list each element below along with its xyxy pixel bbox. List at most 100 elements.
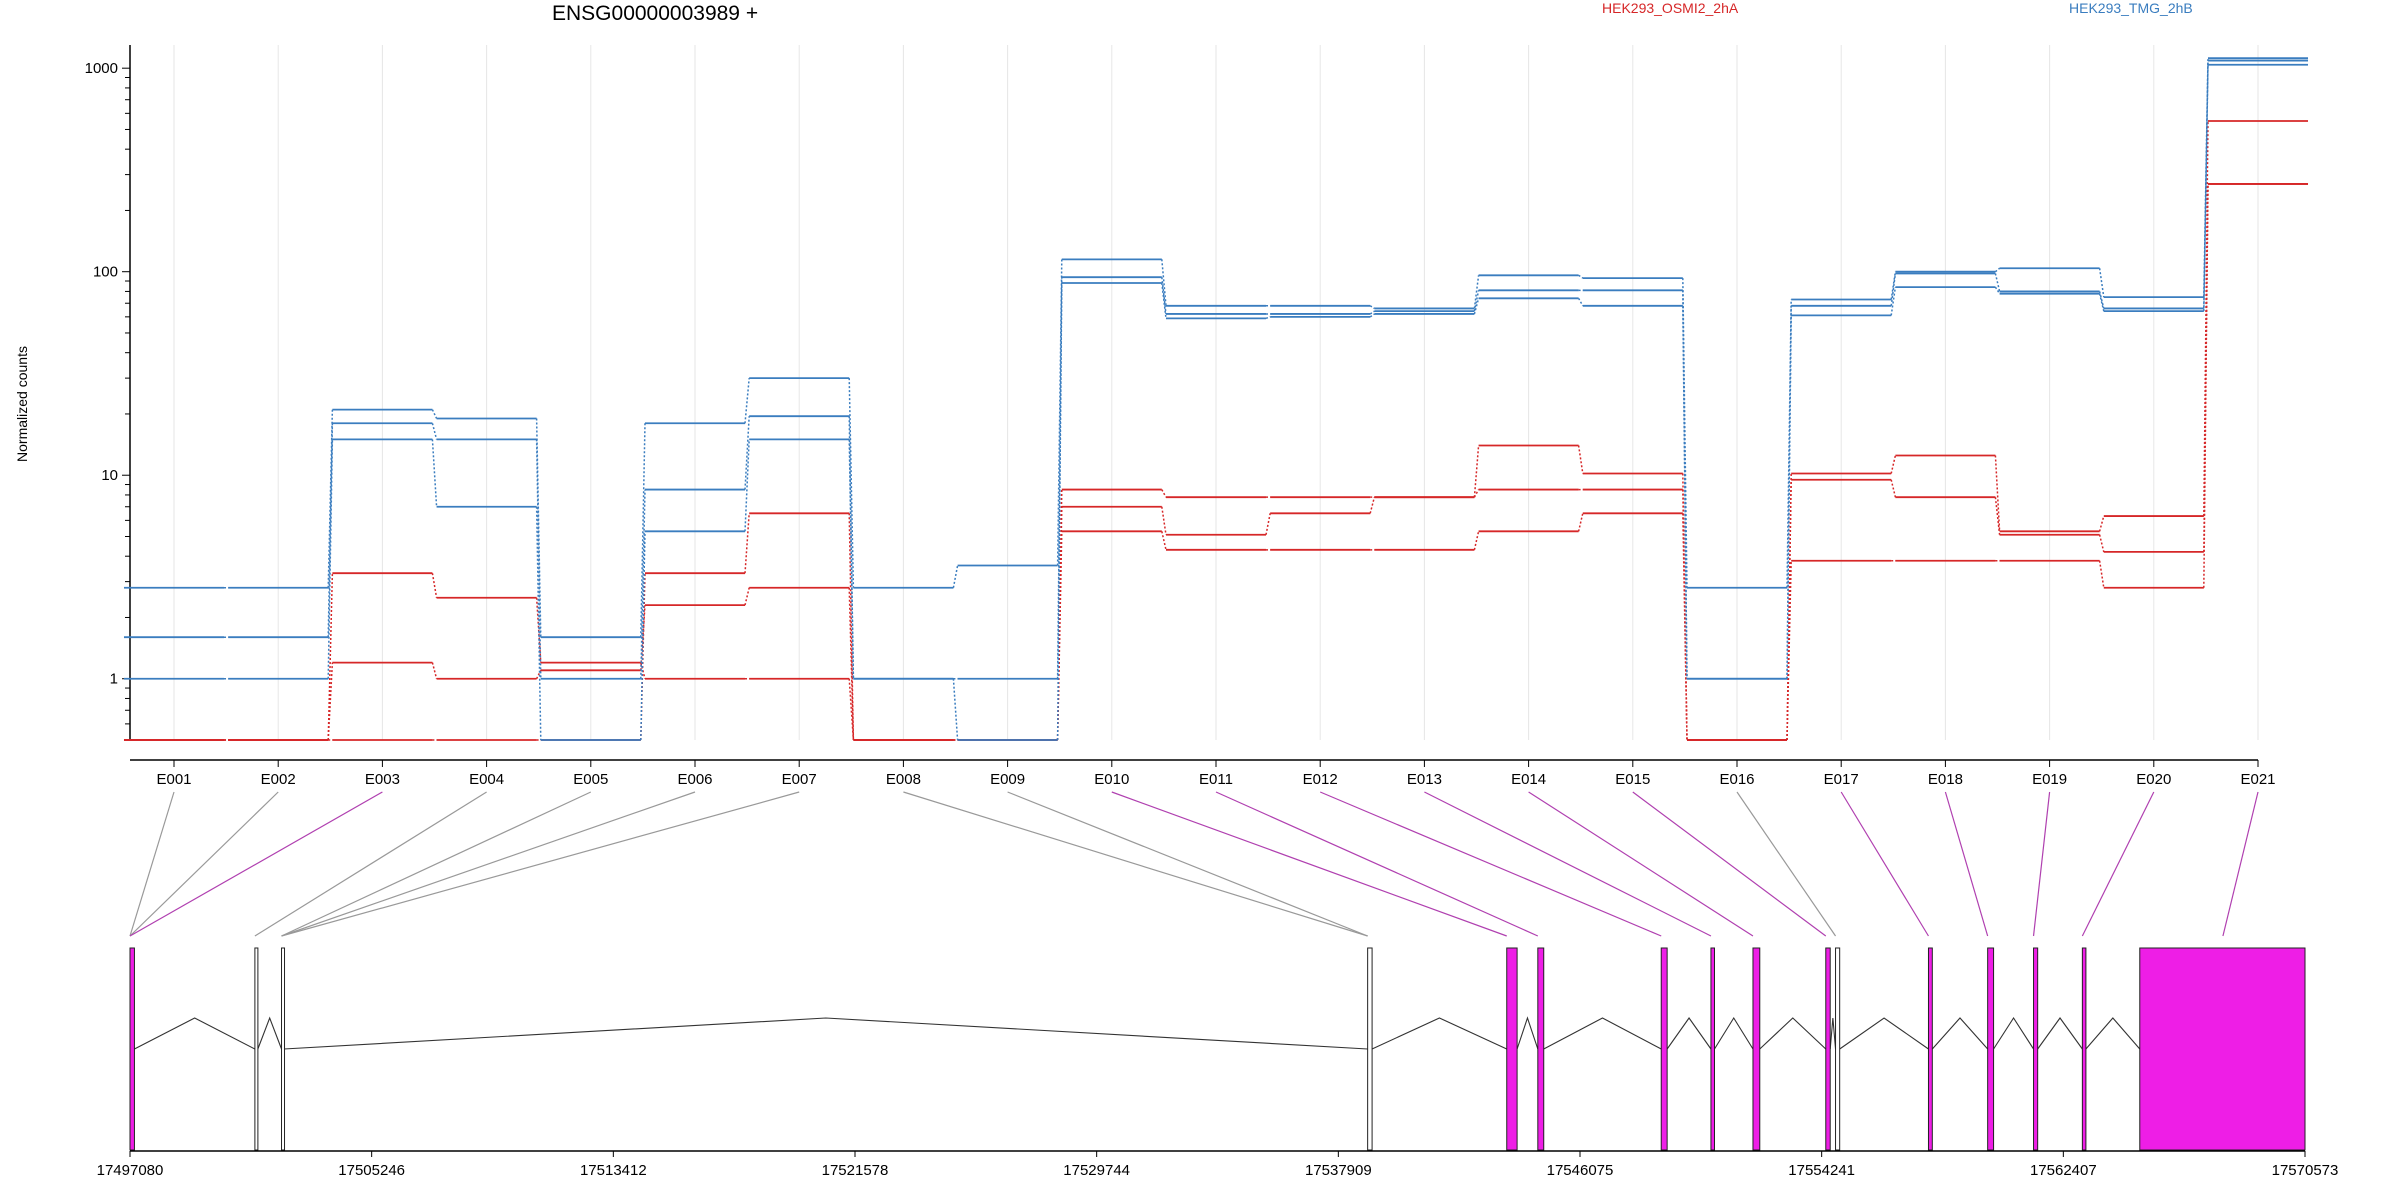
intron-line [2037, 1017, 2083, 1050]
data-connector [1890, 287, 1897, 316]
x-tick-label-e004: E004 [469, 771, 504, 788]
data-connector [431, 409, 438, 419]
exon-box-e015 [1825, 947, 1831, 1151]
mapping-line-e011 [1215, 791, 1539, 937]
exon-box-e021 [2139, 947, 2306, 1151]
data-connector [1161, 489, 1167, 498]
exon-box-e010 [1506, 947, 1518, 1151]
data-connector [744, 587, 750, 606]
data-connector [1994, 286, 2001, 295]
genomic-tick-label: 17497080 [97, 1162, 164, 1179]
data-connector [431, 573, 438, 598]
data-connector [1786, 560, 1792, 741]
x-tick-label-e015: E015 [1615, 771, 1650, 788]
x-tick-label-e013: E013 [1407, 771, 1442, 788]
data-connector [2098, 293, 2105, 312]
data-connector [848, 513, 855, 741]
data-connector [2098, 291, 2105, 309]
data-connector [1056, 531, 1063, 741]
data-connector [640, 605, 646, 671]
data-connector [1473, 489, 1480, 498]
legend-entry-osmi2: HEK293_OSMI2_2hA [1602, 0, 1739, 16]
data-connector [1786, 479, 1792, 741]
data-connector [1786, 299, 1792, 588]
data-connector [1161, 531, 1167, 550]
data-connector [1578, 274, 1584, 279]
mapping-line-e016 [1736, 791, 1837, 937]
data-connector [1994, 267, 2001, 273]
mapping-line-e004 [254, 791, 487, 937]
genomic-tick-label: 17562407 [2030, 1162, 2097, 1179]
intron-line [1931, 1017, 1989, 1050]
x-tick-label-e009: E009 [990, 771, 1025, 788]
intron-line [257, 1016, 283, 1050]
mapping-line-e009 [1007, 791, 1368, 937]
genomic-tick-label: 17537909 [1305, 1162, 1372, 1179]
exon-box-e002 [254, 947, 259, 1151]
y-tick-label: 100 [93, 264, 118, 281]
mapping-line-e006 [281, 791, 696, 937]
data-connector [1161, 506, 1167, 535]
data-connector [431, 439, 438, 507]
data-connector [1056, 282, 1063, 741]
exon-box-e014 [1752, 947, 1761, 1151]
mapping-line-e019 [2032, 791, 2051, 937]
mapping-line-e018 [1944, 791, 1989, 937]
data-connector [1161, 282, 1167, 319]
x-tick-label-e008: E008 [886, 771, 921, 788]
data-connector [744, 378, 750, 424]
genomic-tick-label: 17554241 [1788, 1162, 1855, 1179]
data-connector [1890, 455, 1897, 474]
data-connector [535, 669, 542, 680]
exon-box-e019 [2033, 947, 2039, 1151]
x-tick-label-e010: E010 [1094, 771, 1129, 788]
mapping-line-e002 [129, 791, 279, 937]
data-connector [1369, 305, 1375, 310]
x-tick-label-e006: E006 [677, 771, 712, 788]
data-connector [2098, 515, 2105, 532]
intron-line [1759, 1017, 1827, 1050]
data-connector [1473, 445, 1480, 498]
mapping-line-e001 [129, 791, 175, 937]
intron-line [283, 1017, 1368, 1050]
x-tick-label-e017: E017 [1824, 771, 1859, 788]
data-connector [1265, 513, 1271, 535]
data-connector [1369, 496, 1376, 514]
data-connector [1056, 277, 1063, 679]
exon-box-e008 [1367, 947, 1373, 1151]
data-connector [1265, 316, 1271, 320]
exon-box-e011 [1537, 947, 1545, 1151]
mapping-line-e007 [281, 791, 800, 937]
exon-box-e012 [1660, 947, 1668, 1151]
exon-box-e020 [2081, 947, 2087, 1151]
genomic-tick-label: 17529744 [1063, 1162, 1130, 1179]
exon-box-e016 [1835, 947, 1841, 1151]
mapping-line-e003 [129, 791, 383, 937]
data-connector [2203, 183, 2209, 588]
data-connector [1473, 290, 1480, 312]
data-connector [431, 423, 438, 440]
intron-line [1516, 1016, 1539, 1050]
x-tick-label-e001: E001 [156, 771, 191, 788]
data-connector [1890, 479, 1897, 498]
data-connector [952, 565, 959, 588]
data-connector [848, 587, 855, 741]
data-connector [1473, 275, 1480, 309]
data-connector [1369, 313, 1375, 318]
intron-line [1543, 1017, 1662, 1050]
data-connector [952, 678, 959, 741]
series-4 [123, 57, 2309, 639]
data-connector [2098, 268, 2105, 298]
genomic-tick-label: 17505246 [338, 1162, 405, 1179]
data-connector [1682, 513, 1688, 741]
genomic-tick-label: 17513412 [580, 1162, 647, 1179]
intron-line [1714, 1016, 1754, 1050]
exon-box-e003 [281, 947, 286, 1151]
mapping-line-e012 [1319, 791, 1662, 937]
data-connector [1994, 273, 2001, 292]
x-tick-label-e007: E007 [782, 771, 817, 788]
x-tick-label-e003: E003 [365, 771, 400, 788]
data-connector [1473, 531, 1480, 550]
exon-box-e018 [1987, 947, 1995, 1151]
